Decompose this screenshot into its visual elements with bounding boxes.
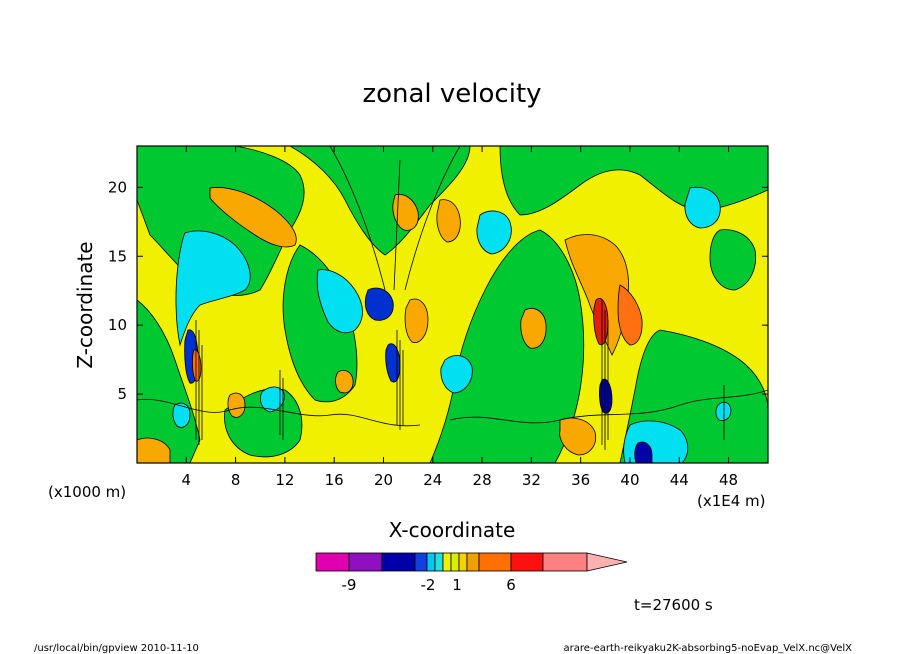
footer-right: arare-earth-reikyaku2K-absorbing5-noEvap… — [564, 643, 853, 654]
colorbar-swatch — [348, 552, 383, 572]
contour-line — [329, 146, 386, 291]
contour-line — [404, 146, 461, 291]
contour-region — [289, 146, 471, 256]
x-tick-label: 36 — [571, 471, 590, 489]
contour-region — [316, 269, 363, 334]
colorbar-swatch — [426, 552, 436, 572]
colorbar-swatch — [414, 552, 428, 572]
contour-line — [601, 300, 609, 450]
contour-line — [195, 320, 203, 445]
y-tick-label: 5 — [117, 385, 127, 403]
y-axis: 5 10 15 20 — [108, 178, 768, 403]
colorbar-swatch — [434, 552, 444, 572]
x-tick-label: 4 — [182, 471, 192, 489]
contour-fill — [137, 146, 768, 463]
contour-region — [440, 355, 473, 394]
contour-region — [260, 386, 285, 413]
contour-region — [429, 229, 585, 463]
contour-line — [449, 389, 768, 424]
contour-region — [392, 193, 419, 231]
colorbar-swatch — [510, 552, 544, 572]
plot-frame — [136, 145, 769, 464]
colorbar-swatch — [466, 552, 480, 572]
x-tick-label: 8 — [231, 471, 241, 489]
colorbar-swatch — [442, 552, 452, 572]
colorbar-label: -2 — [421, 576, 436, 594]
contour-region — [559, 417, 597, 456]
contour-region — [634, 441, 653, 463]
x-tick-label: 20 — [374, 471, 393, 489]
contour-line — [279, 370, 284, 440]
colorbar — [315, 552, 628, 572]
colorbar-labels: -9 -2 1 6 — [342, 576, 516, 594]
colorbar-label: 1 — [452, 576, 462, 594]
contour-region — [520, 308, 547, 349]
y-tick-label: 15 — [108, 247, 127, 265]
colorbar-label: 6 — [506, 576, 516, 594]
x-unit-label: (x1000 m) — [48, 483, 126, 501]
colorbar-swatch — [458, 552, 468, 572]
colorbar-swatch — [478, 552, 512, 572]
chart-title: zonal velocity — [362, 79, 541, 109]
x-axis-label: X-coordinate — [389, 518, 516, 542]
contour-line — [393, 159, 401, 291]
contour-region — [172, 402, 191, 428]
y-tick-label: 10 — [108, 316, 127, 334]
contour-line — [396, 330, 404, 430]
x-tick-label: 24 — [423, 471, 442, 489]
colorbar-swatch — [315, 552, 350, 572]
colorbar-swatch — [542, 552, 588, 572]
x-scale-label: (x1E4 m) — [697, 492, 766, 510]
colorbar-swatch — [381, 552, 416, 572]
contour-region — [476, 210, 512, 255]
contour-line — [137, 398, 421, 427]
colorbar-arrow — [586, 552, 628, 572]
contour-region — [617, 284, 643, 346]
contour-region — [436, 199, 461, 243]
footer-left: /usr/local/bin/gpview 2010-11-10 — [34, 643, 199, 654]
colorbar-label: -9 — [342, 576, 357, 594]
x-tick-label: 12 — [275, 471, 294, 489]
contour-region — [709, 229, 757, 291]
x-tick-label: 40 — [620, 471, 639, 489]
contour-region — [209, 187, 297, 248]
x-tick-label: 44 — [670, 471, 689, 489]
x-axis: 4 8 12 16 20 24 28 32 36 40 44 48 — [182, 146, 738, 489]
y-axis-label: Z-coordinate — [73, 241, 97, 368]
contour-region — [335, 370, 354, 394]
colorbar-swatch — [450, 552, 460, 572]
contour-region — [404, 298, 429, 343]
contour-region — [684, 186, 721, 229]
plot-area — [136, 145, 769, 464]
contour-region — [137, 437, 171, 463]
contour-region — [227, 392, 246, 418]
x-tick-label: 16 — [325, 471, 344, 489]
x-tick-label: 28 — [473, 471, 492, 489]
contour-region — [175, 230, 251, 347]
time-label: t=27600 s — [634, 596, 713, 614]
x-tick-label: 32 — [522, 471, 541, 489]
contour-region — [564, 234, 630, 356]
contour-region — [364, 287, 394, 321]
x-tick-label: 48 — [719, 471, 738, 489]
y-tick-label: 20 — [108, 178, 127, 196]
contour-region — [599, 378, 613, 414]
contour-region — [715, 401, 732, 421]
